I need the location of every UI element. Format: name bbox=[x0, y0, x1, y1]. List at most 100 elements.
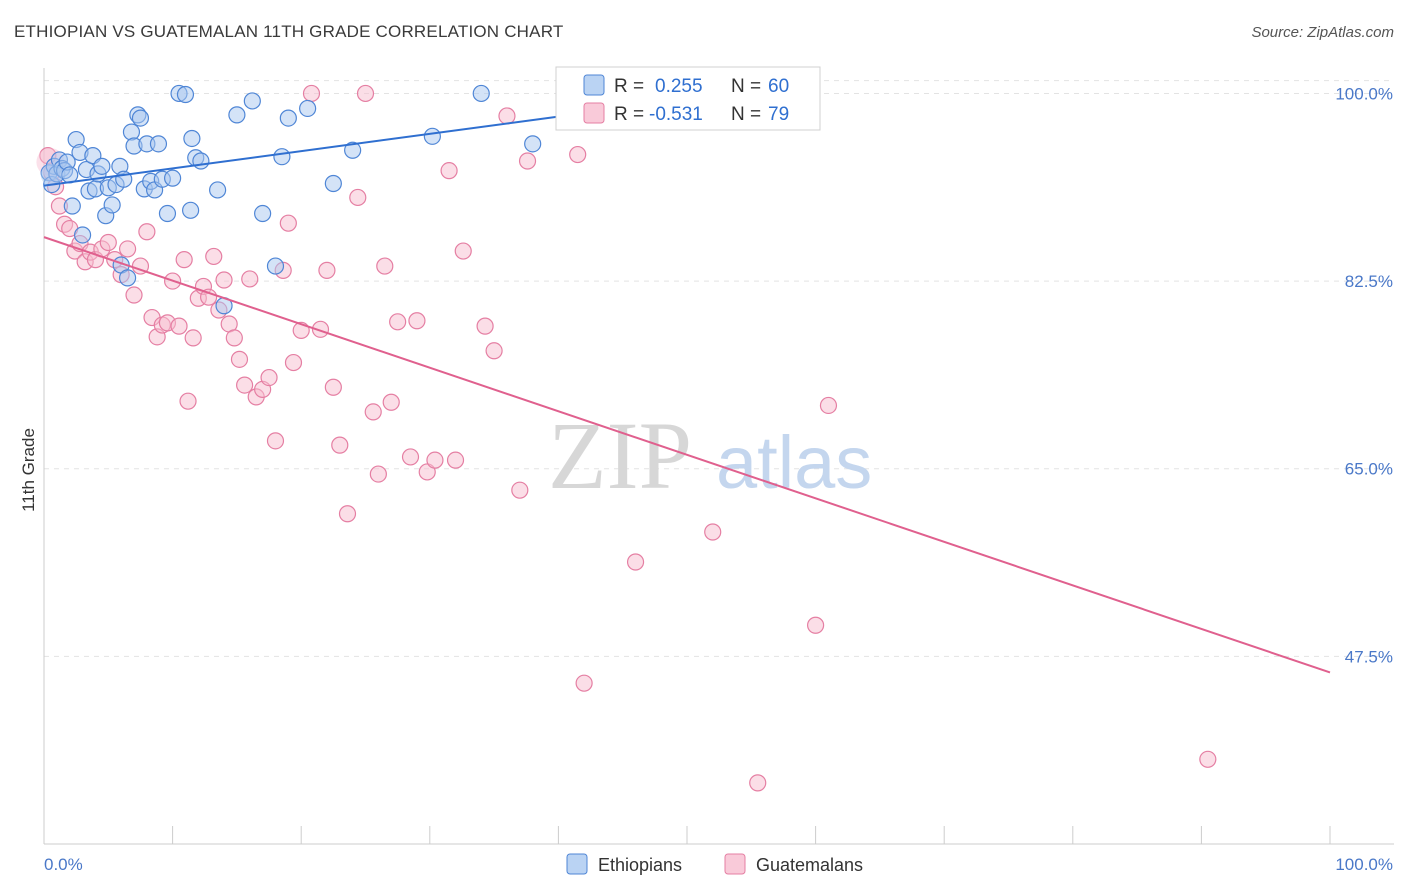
guatemalan-point bbox=[1199, 750, 1217, 768]
ethiopian-point bbox=[524, 135, 542, 153]
ethiopian-point bbox=[73, 226, 92, 244]
guatemalan-point bbox=[806, 616, 825, 634]
axes bbox=[43, 68, 1394, 845]
guatemalan-point bbox=[569, 145, 587, 164]
guatemalan-point bbox=[179, 392, 197, 410]
guatemalan-point bbox=[260, 368, 278, 387]
guatemalan-point bbox=[511, 481, 529, 499]
guatemalan-point bbox=[215, 271, 233, 289]
ethiopian-point bbox=[423, 127, 441, 145]
guatemalan-point bbox=[426, 451, 444, 469]
ethiopian-point bbox=[182, 201, 200, 219]
guatemalan-point bbox=[575, 674, 593, 692]
ethiopian-point bbox=[273, 148, 291, 166]
ethiopian-point bbox=[254, 204, 272, 223]
ethiopian-points bbox=[40, 84, 577, 315]
x-tick-labels: 0.0% 100.0% bbox=[44, 855, 1393, 874]
guatemalan-trend-line bbox=[43, 236, 1331, 674]
ethiopian-trend-line bbox=[43, 113, 572, 187]
chart-title: ETHIOPIAN VS GUATEMALAN 11TH GRADE CORRE… bbox=[14, 22, 564, 41]
guatemalan-point bbox=[205, 247, 223, 266]
ethiopian-point bbox=[158, 204, 177, 223]
ethiopian-point bbox=[324, 174, 342, 193]
guatemalan-point bbox=[266, 432, 285, 450]
guatemalan-point bbox=[338, 505, 357, 523]
ethiopian-point bbox=[149, 135, 168, 153]
guatemalan-point bbox=[382, 393, 400, 411]
guatemalan-point bbox=[318, 261, 336, 279]
guatemalan-point bbox=[118, 240, 137, 258]
guatemalan-point bbox=[408, 312, 426, 330]
guatemalan-point bbox=[284, 353, 303, 372]
guatemalan-point bbox=[356, 84, 375, 103]
source-label: Source: ZipAtlas.com bbox=[1251, 24, 1394, 41]
guatemalan-point bbox=[389, 313, 407, 331]
guatemalan-point bbox=[749, 774, 767, 792]
ethiopian-point bbox=[131, 109, 150, 127]
guatemalan-point bbox=[364, 403, 382, 421]
guatemalan-point bbox=[331, 436, 349, 454]
legend-r-value-ethiopians: 0.255 bbox=[655, 76, 703, 97]
guatemalan-point bbox=[138, 223, 156, 241]
y-tick-label: 100.0% bbox=[1335, 84, 1393, 103]
guatemalan-point bbox=[446, 451, 465, 469]
ethiopian-point-cluster bbox=[40, 163, 63, 186]
ethiopian-point bbox=[266, 257, 285, 275]
guatemalan-points bbox=[36, 84, 1217, 792]
guatemalan-point bbox=[175, 251, 193, 269]
guatemalan-point bbox=[819, 396, 838, 415]
ethiopian-point bbox=[243, 92, 261, 110]
guatemalan-point bbox=[230, 350, 249, 368]
ethiopian-point bbox=[176, 85, 195, 104]
guatemalan-point bbox=[476, 317, 494, 335]
ethiopian-point bbox=[164, 169, 182, 187]
guatemalan-point bbox=[454, 242, 472, 260]
legend-r-value-guatemalans: -0.531 bbox=[649, 104, 703, 125]
ethiopian-point bbox=[344, 141, 362, 159]
legend-swatch-ethiopians bbox=[583, 74, 605, 96]
guatemalan-point bbox=[349, 188, 367, 207]
legend-r-label-guatemalans: R = bbox=[614, 104, 644, 125]
legend-n-value-guatemalans: 79 bbox=[768, 104, 789, 125]
trend-lines bbox=[43, 113, 1331, 674]
ethiopian-point bbox=[228, 106, 246, 124]
guatemalan-point bbox=[279, 214, 297, 232]
guatemalan-point bbox=[376, 257, 394, 275]
bottom-legend-swatch-ethiopians bbox=[566, 853, 588, 875]
ethiopian-point bbox=[103, 196, 121, 214]
bottom-legend-label-guatemalans: Guatemalans bbox=[756, 855, 863, 875]
guatemalan-point bbox=[518, 152, 537, 170]
bottom-legend: Ethiopians Guatemalans bbox=[566, 853, 863, 875]
y-tick-label: 82.5% bbox=[1345, 272, 1393, 291]
legend-n-label-guatemalans: N = bbox=[731, 104, 761, 125]
ethiopian-point bbox=[472, 84, 490, 103]
ethiopian-point bbox=[209, 181, 227, 199]
y-tick-labels: 100.0% 82.5% 65.0% 47.5% bbox=[1335, 84, 1393, 666]
legend: R = 0.255 N = 60 R = -0.531 N = 79 bbox=[555, 66, 821, 131]
guatemalan-point bbox=[704, 523, 722, 541]
ethiopian-point bbox=[279, 109, 297, 127]
bottom-legend-label-ethiopians: Ethiopians bbox=[598, 855, 682, 875]
guatemalan-point bbox=[236, 376, 254, 394]
guatemalan-point bbox=[311, 320, 330, 338]
guatemalan-point bbox=[401, 448, 420, 466]
guatemalan-point bbox=[225, 329, 243, 347]
guatemalan-point bbox=[485, 342, 503, 360]
y-axis-label: 11th Grade bbox=[19, 428, 38, 512]
legend-n-label-ethiopians: N = bbox=[731, 76, 761, 97]
guatemalan-point bbox=[369, 465, 387, 483]
guatemalan-point bbox=[184, 329, 202, 347]
x-tick-label-max: 100.0% bbox=[1335, 855, 1393, 874]
ethiopian-point bbox=[63, 197, 81, 215]
guatemalan-point bbox=[440, 162, 458, 180]
guatemalan-point bbox=[302, 84, 321, 103]
guatemalan-point bbox=[99, 233, 117, 252]
y-tick-label: 65.0% bbox=[1345, 460, 1393, 479]
guatemalan-point bbox=[170, 317, 188, 335]
y-tick-label: 47.5% bbox=[1345, 647, 1393, 666]
ethiopian-point bbox=[192, 152, 210, 170]
x-tick-label-min: 0.0% bbox=[44, 855, 83, 874]
watermark-zip: ZIP bbox=[548, 402, 692, 509]
bottom-legend-swatch-guatemalans bbox=[724, 853, 746, 875]
